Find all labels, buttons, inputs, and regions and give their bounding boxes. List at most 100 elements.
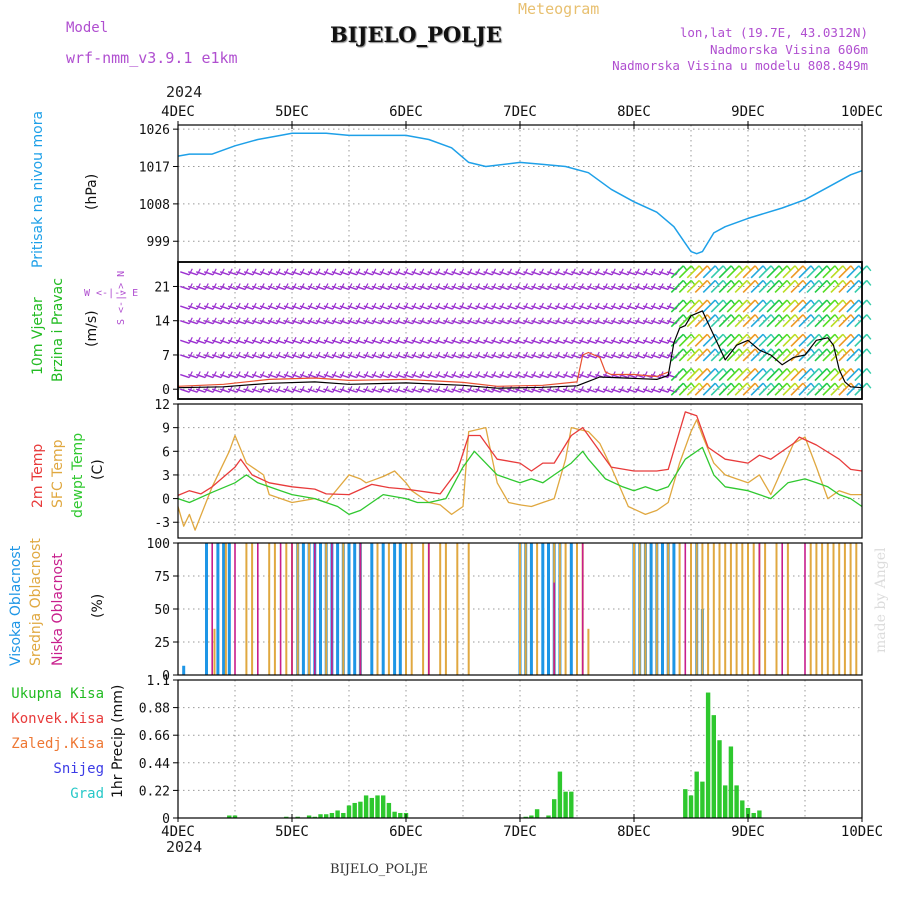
wind-barb xyxy=(444,385,449,393)
wind-barb xyxy=(650,354,661,359)
cloud-bar xyxy=(347,543,351,675)
wind-barb-strong xyxy=(798,279,812,294)
wind-barb xyxy=(515,339,525,344)
wind-barb xyxy=(212,283,217,290)
cloud-bar xyxy=(815,543,818,675)
dewpt-temp-line xyxy=(177,446,863,516)
wind-barb xyxy=(523,317,528,324)
wind-barb xyxy=(483,388,493,393)
wind-barb xyxy=(571,371,576,378)
wind-barb xyxy=(563,268,568,276)
cloud-bar xyxy=(587,628,590,675)
wind-barb xyxy=(387,285,397,291)
wind-barb xyxy=(667,317,672,324)
wind-barb xyxy=(602,320,613,325)
wind-barb xyxy=(650,339,661,344)
wind-barb xyxy=(523,388,533,393)
wind-barb xyxy=(243,373,254,379)
cloud-bar xyxy=(422,543,425,675)
wind-barb xyxy=(260,317,265,324)
wind-barb xyxy=(251,320,262,325)
wind-barb xyxy=(323,354,334,359)
wind-barb-strong xyxy=(806,382,820,396)
wind-barb xyxy=(324,302,329,310)
wind-barb-strong xyxy=(686,382,700,396)
wind-barb xyxy=(427,305,437,310)
wind-barb xyxy=(555,302,560,310)
wind-barb xyxy=(547,268,552,276)
wind-barb xyxy=(284,283,289,290)
wind-barb-strong xyxy=(790,367,804,382)
cloud-bar xyxy=(410,543,413,675)
wind-barb xyxy=(587,373,597,379)
wind-barb-strong xyxy=(678,279,692,294)
wind-barb xyxy=(499,351,505,359)
wind-barb xyxy=(259,354,270,359)
wind-barb xyxy=(211,320,222,325)
wind-barb xyxy=(459,271,469,276)
wind-barb xyxy=(275,271,286,276)
wind-barb xyxy=(315,388,326,393)
wind-barb xyxy=(299,388,310,393)
wind-barb xyxy=(379,285,390,291)
wind-barb xyxy=(363,320,374,325)
wind-barb xyxy=(371,305,382,310)
wind-barb-strong xyxy=(846,299,860,313)
precip-label-total: Ukupna Kisa xyxy=(11,686,104,702)
wind-barb xyxy=(563,271,573,276)
wind-barb xyxy=(595,305,605,310)
wind-barb-strong xyxy=(726,348,740,362)
wind-barb xyxy=(252,385,257,393)
wind-barb-strong xyxy=(710,265,724,279)
cloud-label-mid: Srednja Oblacnost xyxy=(28,538,44,666)
wind-barb-strong xyxy=(838,299,852,313)
wind-barb xyxy=(371,320,382,325)
cloud-bar xyxy=(826,543,829,675)
cloud-bar xyxy=(855,543,858,675)
wind-barb xyxy=(188,373,198,379)
wind-barb xyxy=(324,371,329,378)
wind-barb xyxy=(387,305,397,310)
pressure-unit: (hPa) xyxy=(84,173,100,210)
wind-barb xyxy=(523,271,533,276)
wind-barb xyxy=(579,351,584,359)
wind-barb-strong xyxy=(774,265,788,279)
wind-barb xyxy=(244,351,249,359)
wind-barb xyxy=(212,317,217,324)
wind-barb xyxy=(404,385,409,393)
wind-barb-strong xyxy=(822,367,836,382)
precip-label-frz: Zaledj.Kisa xyxy=(11,736,104,752)
wind-barb xyxy=(284,351,289,359)
cloud-bar xyxy=(227,543,231,675)
wind-barb xyxy=(563,283,568,290)
wind-barb xyxy=(236,317,241,324)
wind-barb xyxy=(380,371,385,378)
cloud-label-high: Visoka Oblacnost xyxy=(8,545,24,666)
wind-barb xyxy=(515,320,525,325)
temp-frame xyxy=(177,403,863,539)
wind-barb xyxy=(499,302,505,310)
precip-bar xyxy=(523,816,528,818)
wind-barb xyxy=(459,339,469,344)
wind-barb xyxy=(579,317,584,324)
wind-barb-strong xyxy=(670,348,684,362)
wind-barb xyxy=(475,354,485,359)
wind-barb-strong xyxy=(790,348,804,362)
cloud-bar xyxy=(467,543,470,675)
wind-barb xyxy=(452,385,457,393)
wind-barb xyxy=(188,320,198,325)
precip-bar xyxy=(346,805,352,818)
wind-barb xyxy=(531,354,541,359)
wind-barb xyxy=(315,271,326,276)
wind-barb xyxy=(627,283,632,290)
wind-barb-strong xyxy=(670,279,684,294)
wind-barb xyxy=(220,317,225,324)
wind-barb-strong xyxy=(814,265,828,279)
wind-barb xyxy=(618,285,629,291)
wind-barb xyxy=(602,354,613,359)
wind-barb xyxy=(499,385,505,393)
wind-barb xyxy=(283,339,294,344)
wind-ytick-label: 0 xyxy=(162,383,170,398)
wind-barb-strong xyxy=(854,367,868,382)
wind-barb xyxy=(404,302,409,310)
